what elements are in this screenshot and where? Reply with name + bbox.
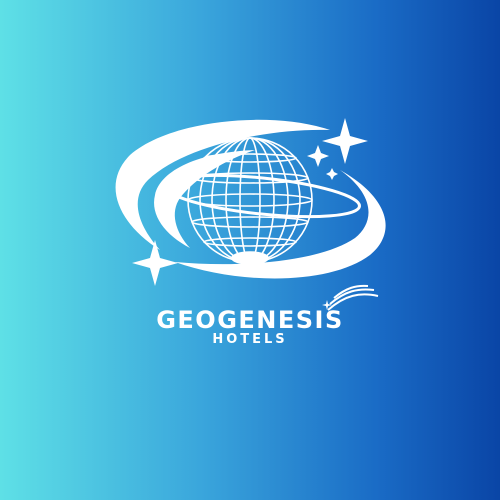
sparkle-star-small-icon — [307, 145, 329, 167]
orbit-ring — [163, 173, 361, 219]
right-swoosh-arc — [175, 170, 386, 279]
sparkle-star-left-icon — [132, 240, 178, 286]
sparkle-star-tiny-icon — [326, 168, 338, 180]
sparkle-star-text-icon — [322, 300, 332, 310]
globe-icon — [187, 137, 313, 265]
inner-swoosh-arc — [154, 150, 255, 248]
sparkle-star-large-icon — [322, 118, 368, 164]
outer-swoosh-arc — [115, 119, 330, 250]
brand-tagline: HOTELS — [212, 332, 288, 347]
small-swoosh-icon — [327, 284, 379, 311]
brand-name: GEOGENESIS — [156, 306, 344, 334]
